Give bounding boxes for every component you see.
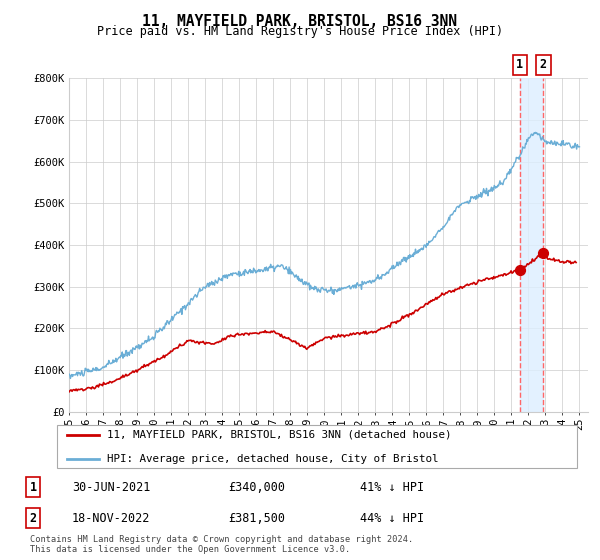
Text: 44% ↓ HPI: 44% ↓ HPI bbox=[360, 511, 424, 525]
Text: £381,500: £381,500 bbox=[228, 511, 285, 525]
Point bbox=[515, 265, 525, 274]
Text: 2: 2 bbox=[540, 58, 547, 71]
Text: £340,000: £340,000 bbox=[228, 480, 285, 494]
Text: 18-NOV-2022: 18-NOV-2022 bbox=[72, 511, 151, 525]
Text: 30-JUN-2021: 30-JUN-2021 bbox=[72, 480, 151, 494]
Text: 1: 1 bbox=[29, 480, 37, 494]
Text: Price paid vs. HM Land Registry's House Price Index (HPI): Price paid vs. HM Land Registry's House … bbox=[97, 25, 503, 38]
Text: 41% ↓ HPI: 41% ↓ HPI bbox=[360, 480, 424, 494]
Text: 11, MAYFIELD PARK, BRISTOL, BS16 3NN: 11, MAYFIELD PARK, BRISTOL, BS16 3NN bbox=[143, 14, 458, 29]
Point bbox=[539, 248, 548, 257]
Text: 2: 2 bbox=[29, 511, 37, 525]
Text: 1: 1 bbox=[517, 58, 523, 71]
Bar bbox=[520, 78, 544, 412]
Text: HPI: Average price, detached house, City of Bristol: HPI: Average price, detached house, City… bbox=[107, 454, 438, 464]
FancyBboxPatch shape bbox=[56, 425, 577, 468]
Text: 11, MAYFIELD PARK, BRISTOL, BS16 3NN (detached house): 11, MAYFIELD PARK, BRISTOL, BS16 3NN (de… bbox=[107, 430, 451, 440]
Text: Contains HM Land Registry data © Crown copyright and database right 2024.
This d: Contains HM Land Registry data © Crown c… bbox=[30, 535, 413, 554]
